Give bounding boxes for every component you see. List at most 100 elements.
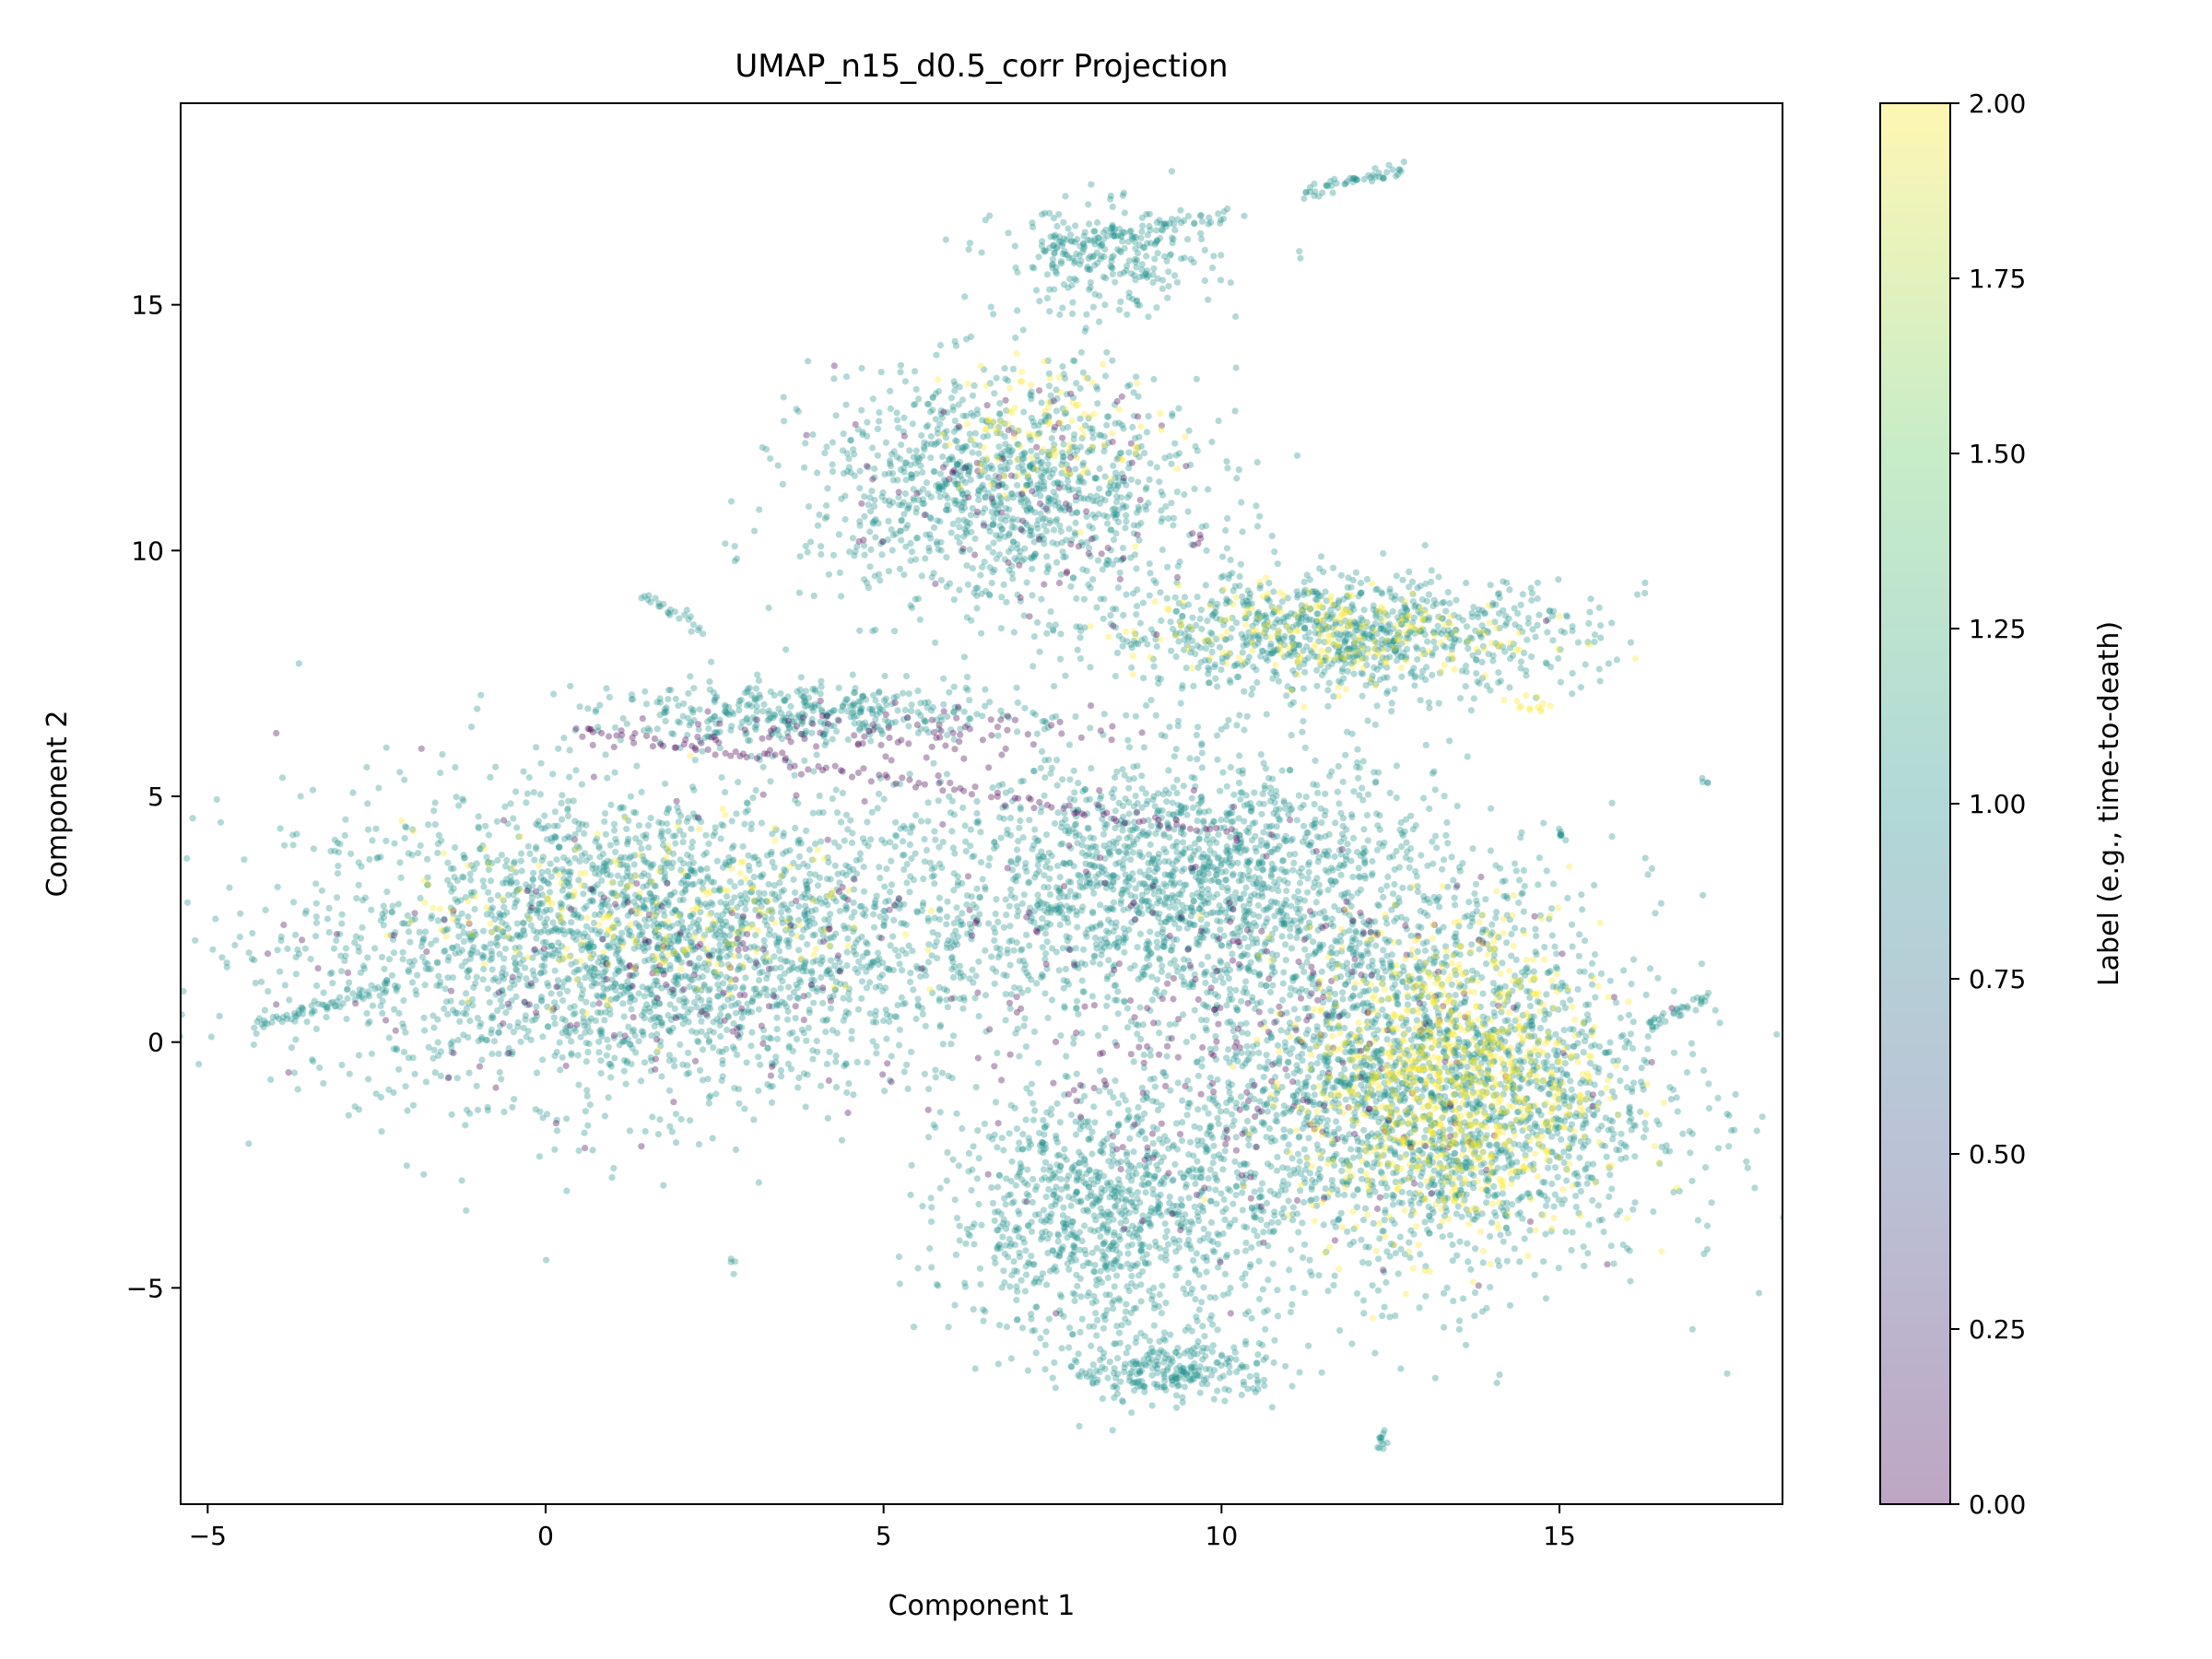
- scatter-point: [405, 920, 412, 928]
- scatter-point: [679, 1061, 687, 1068]
- scatter-point: [823, 968, 830, 975]
- scatter-point: [853, 1058, 861, 1065]
- scatter-point: [536, 1108, 544, 1115]
- scatter-point: [950, 428, 958, 435]
- scatter-point: [1056, 921, 1064, 929]
- scatter-point: [1073, 380, 1080, 387]
- scatter-point: [605, 1094, 612, 1101]
- scatter-point: [898, 920, 905, 927]
- scatter-point: [1030, 633, 1038, 641]
- scatter-point: [600, 953, 607, 960]
- scatter-point: [1064, 1073, 1071, 1081]
- scatter-point: [1357, 590, 1364, 597]
- scatter-point: [404, 1107, 411, 1114]
- scatter-point: [617, 959, 625, 967]
- scatter-point: [829, 974, 836, 982]
- scatter-point: [698, 866, 705, 874]
- scatter-point: [862, 912, 869, 920]
- scatter-point: [1166, 1021, 1173, 1029]
- scatter-point: [372, 825, 380, 832]
- scatter-point: [469, 1002, 477, 1009]
- scatter-point: [281, 841, 288, 849]
- scatter-point: [1456, 695, 1465, 702]
- scatter-point: [1193, 375, 1200, 382]
- scatter-point: [424, 855, 431, 863]
- scatter-point: [600, 969, 608, 976]
- scatter-point: [531, 856, 538, 864]
- scatter-point: [524, 842, 532, 850]
- scatter-point: [847, 436, 855, 443]
- scatter-point: [837, 818, 845, 826]
- scatter-point: [781, 418, 788, 425]
- scatter-point: [1192, 650, 1199, 658]
- scatter-point: [724, 1012, 732, 1019]
- scatter-point: [117, 910, 124, 916]
- scatter-point: [1041, 757, 1049, 764]
- scatter-point: [953, 904, 960, 912]
- scatter-point: [447, 1040, 454, 1048]
- scatter-point: [1135, 506, 1143, 513]
- scatter-point: [1009, 365, 1018, 372]
- scatter-point: [835, 531, 843, 538]
- scatter-point: [1485, 651, 1492, 658]
- scatter-point: [566, 773, 573, 781]
- scatter-point: [364, 826, 372, 833]
- scatter-point: [1388, 708, 1395, 715]
- scatter-point: [428, 912, 435, 920]
- scatter-point: [670, 1056, 677, 1064]
- scatter-point: [403, 824, 410, 831]
- scatter-point: [927, 493, 935, 500]
- scatter-point: [466, 955, 474, 962]
- scatter-point: [274, 947, 281, 954]
- scatter-point: [796, 553, 804, 560]
- scatter-point: [793, 406, 800, 413]
- scatter-point: [313, 982, 321, 989]
- scatter-point: [660, 1182, 667, 1189]
- scatter-point: [806, 1006, 813, 1014]
- scatter-point: [823, 1060, 831, 1068]
- scatter-point: [496, 950, 503, 958]
- scatter-point: [906, 888, 913, 896]
- scatter-point: [689, 859, 698, 866]
- scatter-point: [368, 1050, 375, 1057]
- scatter-point: [864, 818, 871, 826]
- scatter-point: [675, 937, 682, 946]
- scatter-point: [1517, 601, 1524, 609]
- scatter-point: [906, 978, 914, 986]
- scatter-point: [307, 956, 314, 963]
- scatter-point: [960, 653, 968, 661]
- scatter-point: [726, 983, 734, 991]
- scatter-point: [338, 920, 346, 927]
- scatter-point: [770, 1061, 777, 1069]
- scatter-point: [1212, 604, 1219, 611]
- scatter-point: [395, 1065, 403, 1073]
- scatter-point: [1082, 324, 1089, 332]
- scatter-point: [533, 1003, 540, 1010]
- scatter-point: [929, 394, 936, 402]
- scatter-point: [1574, 639, 1582, 646]
- scatter-point: [1383, 674, 1391, 681]
- scatter-point: [836, 959, 843, 966]
- scatter-point: [1139, 599, 1147, 606]
- scatter-point: [489, 976, 497, 983]
- scatter-point: [595, 865, 604, 872]
- scatter-point: [1020, 1022, 1028, 1030]
- scatter-point: [930, 524, 938, 532]
- scatter-point: [804, 863, 812, 870]
- scatter-point: [935, 488, 943, 495]
- scatter-point: [672, 840, 679, 847]
- scatter-point: [1029, 592, 1036, 599]
- scatter-point: [1258, 810, 1265, 818]
- scatter-point: [810, 592, 818, 600]
- scatter-point: [912, 1015, 920, 1023]
- scatter-point: [1236, 582, 1243, 590]
- scatter-point: [836, 907, 843, 915]
- scatter-point: [798, 893, 806, 901]
- scatter-point: [547, 927, 555, 935]
- scatter-point: [696, 955, 703, 962]
- scatter-point: [771, 965, 779, 972]
- scatter-point: [537, 994, 546, 1001]
- scatter-point: [606, 858, 614, 865]
- scatter-point: [574, 913, 582, 921]
- scatter-point: [414, 971, 421, 979]
